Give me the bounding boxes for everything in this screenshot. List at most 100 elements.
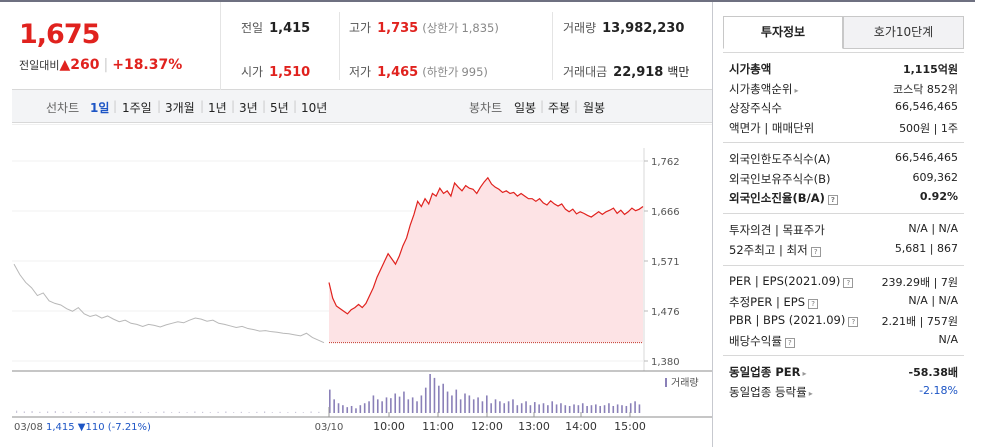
info-value: -58.38배 xyxy=(908,366,958,379)
volume-bar xyxy=(555,404,558,413)
divider xyxy=(723,142,964,143)
tab-candle-weekly[interactable]: 주봉 xyxy=(548,101,571,115)
low-price: 저가 1,465 (하한가 995) xyxy=(349,63,488,80)
lower-limit-label: (하한가 xyxy=(422,65,459,79)
tab-period-1y[interactable]: 1년 xyxy=(208,101,227,115)
volume-bar xyxy=(350,405,353,413)
volume-bar xyxy=(542,403,545,413)
info-value: N/A xyxy=(938,332,958,346)
volume-bar xyxy=(62,411,64,413)
tab-candle-daily[interactable]: 일봉 xyxy=(514,101,537,115)
tab-investment-info[interactable]: 투자정보 xyxy=(723,16,843,49)
help-icon[interactable]: ? xyxy=(810,246,821,257)
divider: | xyxy=(231,99,236,113)
volume-bar xyxy=(394,393,397,413)
volume-bar xyxy=(155,411,157,413)
info-value: 239.29배 | 7원 xyxy=(881,276,958,289)
volume-bar xyxy=(194,411,196,413)
volume-bar xyxy=(355,408,357,413)
volume-bar xyxy=(116,412,118,413)
tab-period-10y[interactable]: 10년 xyxy=(301,101,328,115)
info-value: 5,681 | 867 xyxy=(894,241,958,255)
chevron-right-icon[interactable]: ▸ xyxy=(802,369,807,378)
chevron-right-icon[interactable]: ▸ xyxy=(794,85,799,95)
volume-bar xyxy=(217,411,219,413)
x-tick-label: 03/10 xyxy=(315,422,344,433)
y-tick-label: 1,762 xyxy=(651,157,680,168)
volume-bar xyxy=(295,411,297,413)
candle-chart-label[interactable]: 봉차트 xyxy=(469,101,503,115)
prev-close-value: 1,415 xyxy=(269,21,311,36)
quote-header: 1,675 전일대비▲260 | +18.37% 전일 1,415 고가 1,735 (상… xyxy=(12,2,712,90)
volume-bar xyxy=(372,395,375,413)
info-value: 500원 | 1주 xyxy=(899,121,958,135)
tab-period-5y[interactable]: 5년 xyxy=(270,101,289,115)
volume-bar xyxy=(54,411,56,413)
volume-bar xyxy=(512,399,514,413)
volume-bar xyxy=(359,405,362,413)
volume-bar xyxy=(329,389,331,413)
high-value: 1,735 xyxy=(377,21,419,36)
info-value: 609,362 xyxy=(912,170,959,184)
volume-bar xyxy=(302,412,304,413)
tab-period-3m[interactable]: 3개월 xyxy=(165,101,195,115)
volume-bar xyxy=(233,412,235,413)
today-area-fill xyxy=(329,177,643,343)
volume-bar xyxy=(264,411,266,413)
volume-bar xyxy=(477,397,479,413)
volume-bar xyxy=(337,403,340,413)
volume-bar xyxy=(202,411,204,413)
info-value: N/A | N/A xyxy=(908,222,958,235)
volume-bar xyxy=(333,399,335,413)
volume-bar xyxy=(525,401,527,413)
help-icon[interactable]: ? xyxy=(808,298,819,309)
y-tick-label: 1,380 xyxy=(651,357,680,368)
y-tick-label: 1,666 xyxy=(651,207,680,218)
volume-bar xyxy=(573,404,575,413)
help-icon[interactable]: ? xyxy=(843,278,854,288)
low-value: 1,465 xyxy=(377,65,419,80)
tab-period-1w[interactable]: 1주일 xyxy=(122,101,152,115)
volume-bar xyxy=(564,405,567,413)
x-tick-label: 13:00 xyxy=(518,420,550,433)
volume-bar xyxy=(577,405,580,413)
volume-bar xyxy=(70,411,72,413)
change-label: 전일대비 xyxy=(19,59,60,72)
line-chart-label[interactable]: 선차트 xyxy=(46,101,80,115)
divider xyxy=(552,12,553,80)
info-label: 외국인소진율(B/A)? xyxy=(729,190,838,206)
help-icon[interactable]: ? xyxy=(848,317,859,327)
volume-bar xyxy=(124,411,126,413)
volume-bar xyxy=(424,387,427,413)
help-icon[interactable]: ? xyxy=(827,195,838,205)
current-price: 1,675 xyxy=(19,19,100,50)
divider: | xyxy=(157,99,162,113)
volume-bar xyxy=(376,399,379,413)
volume-bar xyxy=(248,412,250,413)
chevron-right-icon[interactable]: ▸ xyxy=(808,388,813,398)
volume-bar xyxy=(490,403,492,413)
info-label: 액면가 | 매매단위 xyxy=(729,120,815,135)
stock-chart-panel: 1,675 전일대비▲260 | +18.37% 전일 1,415 고가 1,735 (상… xyxy=(12,2,712,447)
prev-session-info: 03/08 1,415 ▼110 (-7.21%) xyxy=(14,422,151,433)
low-label: 저가 xyxy=(349,65,372,79)
tab-period-3y[interactable]: 3년 xyxy=(239,101,258,115)
info-label: 추정PER | EPS? xyxy=(729,294,819,310)
trade-amount: 거래대금 22,918 백만 xyxy=(563,63,689,80)
price-chart[interactable]: 1,762 1,666 1,571 1,476 1,380 거래량 03/10 10:00 11… xyxy=(12,124,712,447)
volume-bar xyxy=(381,401,383,413)
info-value: 66,546,465 xyxy=(895,100,958,113)
upper-limit-label: (상한가 xyxy=(422,21,459,35)
help-icon[interactable]: ? xyxy=(784,337,795,348)
x-tick-label: 11:00 xyxy=(422,420,454,433)
volume-bar xyxy=(31,411,33,413)
info-tabs: 투자정보 호가10단계 xyxy=(723,16,964,49)
info-label: 52주최고 | 최저? xyxy=(729,242,821,258)
tab-period-1d[interactable]: 1일 xyxy=(90,101,110,115)
volume-bar xyxy=(147,412,149,413)
tab-order-book[interactable]: 호가10단계 xyxy=(843,16,964,49)
amount-unit: 백만 xyxy=(667,65,690,79)
volume-bar xyxy=(538,404,540,413)
tab-candle-monthly[interactable]: 월봉 xyxy=(583,101,606,115)
x-tick-label: 14:00 xyxy=(565,420,597,433)
